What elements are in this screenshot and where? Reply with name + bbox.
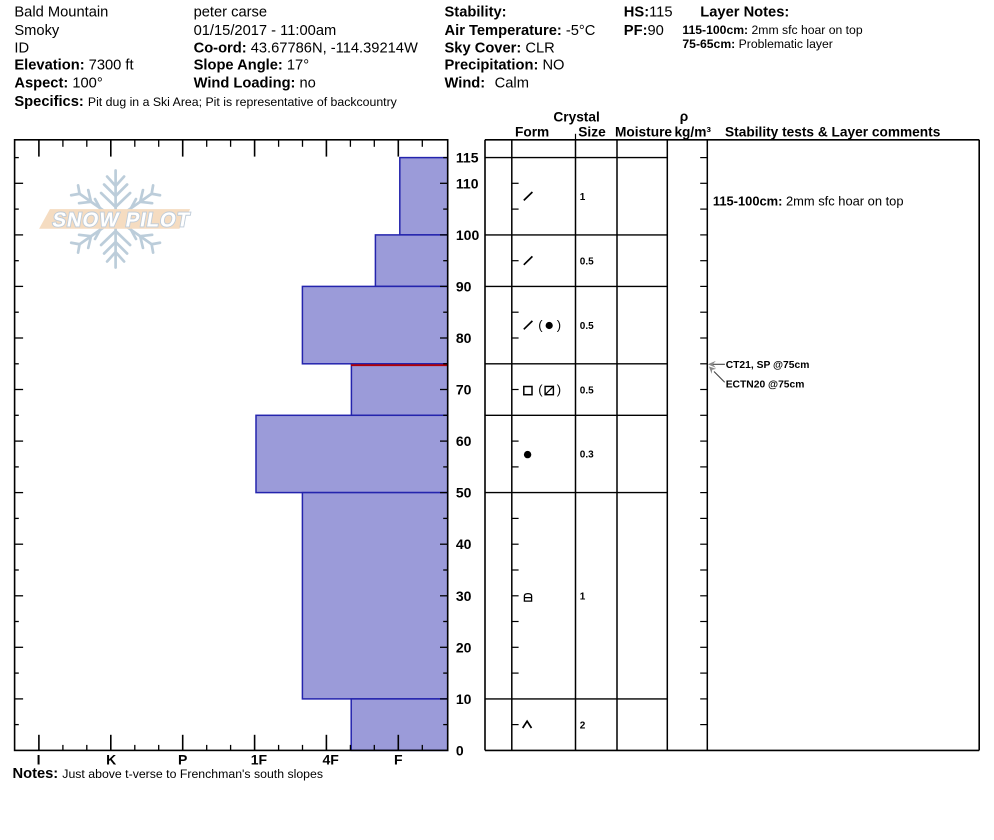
svg-text:Co-ord: 43.67786N, -114.39214W: Co-ord: 43.67786N, -114.39214W — [194, 40, 418, 56]
svg-text:50: 50 — [456, 485, 472, 501]
svg-text:F: F — [394, 751, 403, 767]
svg-text:115: 115 — [456, 150, 479, 166]
svg-text:100: 100 — [456, 227, 480, 243]
svg-text:1: 1 — [580, 592, 586, 603]
svg-text:60: 60 — [456, 433, 472, 449]
svg-text:Layer Notes:: Layer Notes: — [700, 5, 789, 21]
svg-text:I: I — [37, 751, 41, 767]
svg-text:Slope Angle: 17°: Slope Angle: 17° — [194, 58, 310, 74]
svg-text:0.3: 0.3 — [580, 450, 594, 461]
svg-text:0.5: 0.5 — [580, 256, 594, 267]
svg-text:Air Temperature: -5°C: Air Temperature: -5°C — [445, 23, 596, 39]
svg-text:Elevation: 7300 ft: Elevation: 7300 ft — [14, 58, 133, 74]
svg-text:Specifics: Pit dug in a Ski Ar: Specifics: Pit dug in a Ski Area; Pit is… — [14, 94, 397, 110]
svg-text:PF:90: PF:90 — [624, 23, 664, 39]
svg-text:Smoky: Smoky — [14, 23, 60, 39]
svg-text:CT21, SP @75cm: CT21, SP @75cm — [726, 360, 810, 371]
svg-text:Precipitation: NO: Precipitation: NO — [445, 58, 565, 74]
svg-text:115-100cm: 2mm sfc hoar on top: 115-100cm: 2mm sfc hoar on top — [682, 23, 862, 37]
svg-text:): ) — [557, 382, 561, 397]
svg-text:0: 0 — [456, 742, 464, 758]
svg-text:ECTN20 @75cm: ECTN20 @75cm — [726, 380, 805, 391]
svg-text:10: 10 — [456, 691, 472, 707]
svg-text:ID: ID — [14, 40, 29, 56]
svg-text:K: K — [106, 751, 116, 767]
svg-text:(: ( — [538, 382, 543, 397]
svg-text:Wind:Calm: Wind: Calm — [445, 76, 529, 92]
svg-text:80: 80 — [456, 330, 472, 346]
svg-text:4F: 4F — [323, 751, 340, 767]
svg-text:Stability:: Stability: — [445, 5, 507, 21]
svg-text:90: 90 — [456, 278, 472, 294]
svg-text:SNOW PILOT: SNOW PILOT — [51, 209, 192, 232]
svg-text:70: 70 — [456, 382, 472, 398]
svg-text:0.5: 0.5 — [580, 321, 594, 332]
svg-text:01/15/2017 - 11:00am: 01/15/2017 - 11:00am — [194, 23, 337, 39]
svg-text:Stability tests & Layer commen: Stability tests & Layer comments — [725, 125, 941, 140]
svg-text:peter carse: peter carse — [194, 5, 267, 21]
svg-text:HS:115: HS:115 — [624, 5, 673, 21]
svg-text:30: 30 — [456, 588, 472, 604]
svg-text:Aspect: 100°: Aspect: 100° — [14, 76, 102, 92]
svg-text:Wind Loading: no: Wind Loading: no — [194, 76, 316, 92]
svg-text:Moisture: Moisture — [615, 125, 672, 140]
svg-text:2: 2 — [580, 720, 586, 731]
svg-text:ρ: ρ — [680, 109, 688, 124]
svg-text:kg/m³: kg/m³ — [674, 125, 711, 140]
svg-text:1: 1 — [580, 192, 586, 203]
svg-text:20: 20 — [456, 639, 472, 655]
svg-text:110: 110 — [456, 175, 479, 191]
svg-text:0.5: 0.5 — [580, 385, 594, 396]
svg-text:Notes: Just above t-verse to F: Notes: Just above t-verse to Frenchman's… — [13, 766, 324, 782]
svg-text:40: 40 — [456, 536, 472, 552]
svg-text:): ) — [557, 318, 561, 333]
svg-text:Form: Form — [515, 125, 549, 140]
svg-text:Size: Size — [578, 125, 606, 140]
svg-text:115-100cm: 2mm sfc hoar on top: 115-100cm: 2mm sfc hoar on top — [713, 193, 904, 208]
svg-text:P: P — [178, 751, 187, 767]
svg-text:1F: 1F — [251, 751, 268, 767]
svg-text:Bald Mountain: Bald Mountain — [14, 5, 108, 21]
svg-text:(: ( — [538, 318, 543, 333]
svg-text:75-65cm: Problematic layer: 75-65cm: Problematic layer — [682, 37, 832, 51]
svg-text:Crystal: Crystal — [553, 110, 599, 125]
svg-text:Sky Cover: CLR: Sky Cover: CLR — [445, 40, 555, 56]
